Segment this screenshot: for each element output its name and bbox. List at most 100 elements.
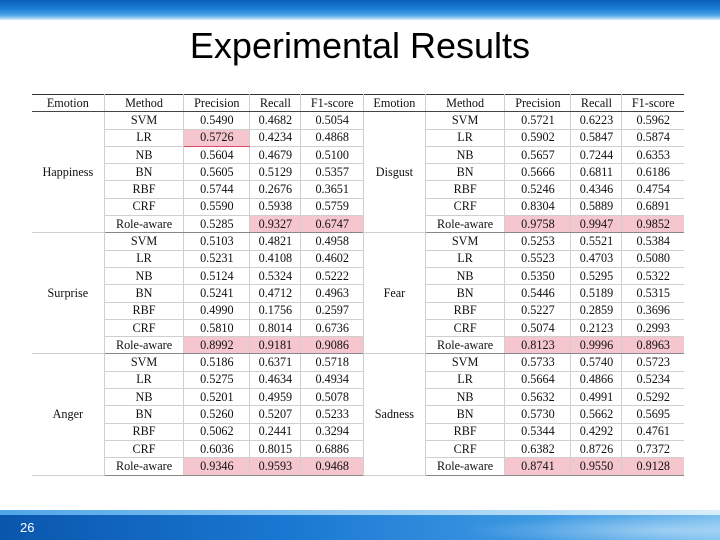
- header-f1-score: F1-score: [300, 94, 365, 113]
- method-cell: SVM: [104, 232, 185, 251]
- recall-cell: 0.5521: [570, 232, 623, 251]
- f1-score-cell: 0.5222: [300, 267, 365, 286]
- method-cell: CRF: [104, 198, 185, 217]
- method-cell: Role-aware: [104, 457, 185, 476]
- table-row: Role-aware 0.9346 0.9593 0.9468 Role-aware 0.…: [32, 457, 684, 476]
- f1-score-cell: 0.5384: [621, 232, 684, 251]
- table-row: Anger SVM 0.5186 0.6371 0.5718 Sadness SVM 0.57…: [32, 353, 684, 476]
- method-cell: LR: [425, 250, 506, 268]
- f1-score-cell: 0.5962: [621, 111, 684, 130]
- method-cell: Role-aware: [425, 336, 506, 355]
- recall-cell: 0.5207: [249, 405, 302, 424]
- method-cell: LR: [425, 371, 506, 390]
- emotion-label: Sadness: [363, 353, 426, 476]
- results-table-container: Emotion Method Precision Recall F1-score…: [32, 94, 684, 476]
- precision-cell: 0.5201: [183, 388, 251, 407]
- precision-cell: 0.8123: [504, 336, 572, 355]
- table-row: LR 0.5275 0.4634 0.4934 LR 0.5664 0.4866 0.5234: [32, 371, 684, 390]
- precision-cell: 0.8741: [504, 457, 572, 476]
- recall-cell: 0.5938: [249, 198, 302, 217]
- f1-score-cell: 0.5234: [621, 371, 684, 390]
- f1-score-cell: 0.4602: [300, 250, 365, 268]
- table-row: CRF 0.5810 0.8014 0.6736 CRF 0.5074 0.2123 0.29…: [32, 319, 684, 338]
- bottom-banner: [0, 510, 720, 540]
- recall-cell: 0.9996: [570, 336, 623, 355]
- method-cell: Role-aware: [104, 215, 185, 234]
- precision-cell: 0.5730: [504, 405, 572, 424]
- precision-cell: 0.5231: [183, 250, 251, 268]
- method-cell: RBF: [425, 423, 506, 441]
- precision-cell: 0.5523: [504, 250, 572, 268]
- header-row: Emotion Method Precision Recall F1-score…: [32, 94, 684, 113]
- table-row: Role-aware 0.5285 0.9327 0.6747 Role-aware 0.…: [32, 215, 684, 234]
- f1-score-cell: 0.9468: [300, 457, 365, 476]
- precision-cell: 0.6382: [504, 440, 572, 459]
- recall-cell: 0.6371: [249, 353, 302, 372]
- header-recall: Recall: [570, 94, 623, 113]
- f1-score-cell: 0.5874: [621, 129, 684, 147]
- method-cell: CRF: [104, 440, 185, 459]
- f1-score-cell: 0.4934: [300, 371, 365, 390]
- method-cell: BN: [104, 405, 185, 424]
- recall-cell: 0.4682: [249, 111, 302, 130]
- f1-score-cell: 0.5315: [621, 284, 684, 303]
- table-row: BN 0.5241 0.4712 0.4963 BN 0.5446 0.5189 0.5315: [32, 284, 684, 303]
- precision-cell: 0.9758: [504, 215, 572, 234]
- emotion-label: Anger: [32, 353, 105, 476]
- recall-cell: 0.6811: [570, 163, 623, 182]
- recall-cell: 0.5324: [249, 267, 302, 286]
- precision-cell: 0.5490: [183, 111, 251, 130]
- emotion-label: Disgust: [363, 111, 426, 234]
- f1-score-cell: 0.5100: [300, 146, 365, 165]
- precision-cell: 0.5062: [183, 423, 251, 441]
- table-row: NB 0.5124 0.5324 0.5222 NB 0.5350 0.5295 0.5322: [32, 267, 684, 286]
- method-cell: NB: [425, 146, 506, 165]
- precision-cell: 0.5275: [183, 371, 251, 390]
- recall-cell: 0.5889: [570, 198, 623, 217]
- method-cell: SVM: [425, 353, 506, 372]
- recall-cell: 0.4292: [570, 423, 623, 441]
- method-cell: CRF: [425, 319, 506, 338]
- recall-cell: 0.2676: [249, 180, 302, 199]
- table-row: Role-aware 0.8992 0.9181 0.9086 Role-aware 0.…: [32, 336, 684, 355]
- recall-cell: 0.5740: [570, 353, 623, 372]
- table-row: RBF 0.5062 0.2441 0.3294 RBF 0.5344 0.4292 0.47…: [32, 423, 684, 441]
- f1-score-cell: 0.5723: [621, 353, 684, 372]
- recall-cell: 0.5129: [249, 163, 302, 182]
- recall-cell: 0.8014: [249, 319, 302, 338]
- precision-cell: 0.5446: [504, 284, 572, 303]
- recall-cell: 0.4959: [249, 388, 302, 407]
- precision-cell: 0.8992: [183, 336, 251, 355]
- method-cell: CRF: [425, 440, 506, 459]
- recall-cell: 0.5295: [570, 267, 623, 286]
- precision-cell: 0.5344: [504, 423, 572, 441]
- recall-cell: 0.9550: [570, 457, 623, 476]
- f1-score-cell: 0.8963: [621, 336, 684, 355]
- header-recall: Recall: [249, 94, 302, 113]
- method-cell: Role-aware: [425, 457, 506, 476]
- method-cell: BN: [104, 163, 185, 182]
- f1-score-cell: 0.9128: [621, 457, 684, 476]
- table-row: LR 0.5726 0.4234 0.4868 LR 0.5902 0.5847 0.5874: [32, 128, 684, 147]
- method-cell: BN: [104, 284, 185, 303]
- precision-cell: 0.5253: [504, 232, 572, 251]
- table-row: BN 0.5605 0.5129 0.5357 BN 0.5666 0.6811 0.6186: [32, 163, 684, 182]
- f1-score-cell: 0.3696: [621, 302, 684, 320]
- f1-score-cell: 0.5322: [621, 267, 684, 286]
- precision-cell: 0.5721: [504, 111, 572, 130]
- precision-cell: 0.5726: [183, 128, 251, 147]
- precision-cell: 0.5590: [183, 198, 251, 217]
- recall-cell: 0.1756: [249, 302, 302, 320]
- precision-cell: 0.5657: [504, 146, 572, 165]
- header-f1-score: F1-score: [621, 94, 684, 113]
- recall-cell: 0.2441: [249, 423, 302, 441]
- f1-score-cell: 0.3651: [300, 180, 365, 199]
- method-cell: RBF: [104, 302, 185, 320]
- f1-score-cell: 0.3294: [300, 423, 365, 441]
- emotion-label: Happiness: [32, 111, 105, 234]
- f1-score-cell: 0.9086: [300, 336, 365, 355]
- method-cell: LR: [104, 129, 185, 147]
- method-cell: RBF: [104, 180, 185, 199]
- results-table: Emotion Method Precision Recall F1-score…: [32, 94, 684, 476]
- recall-cell: 0.9327: [249, 215, 302, 234]
